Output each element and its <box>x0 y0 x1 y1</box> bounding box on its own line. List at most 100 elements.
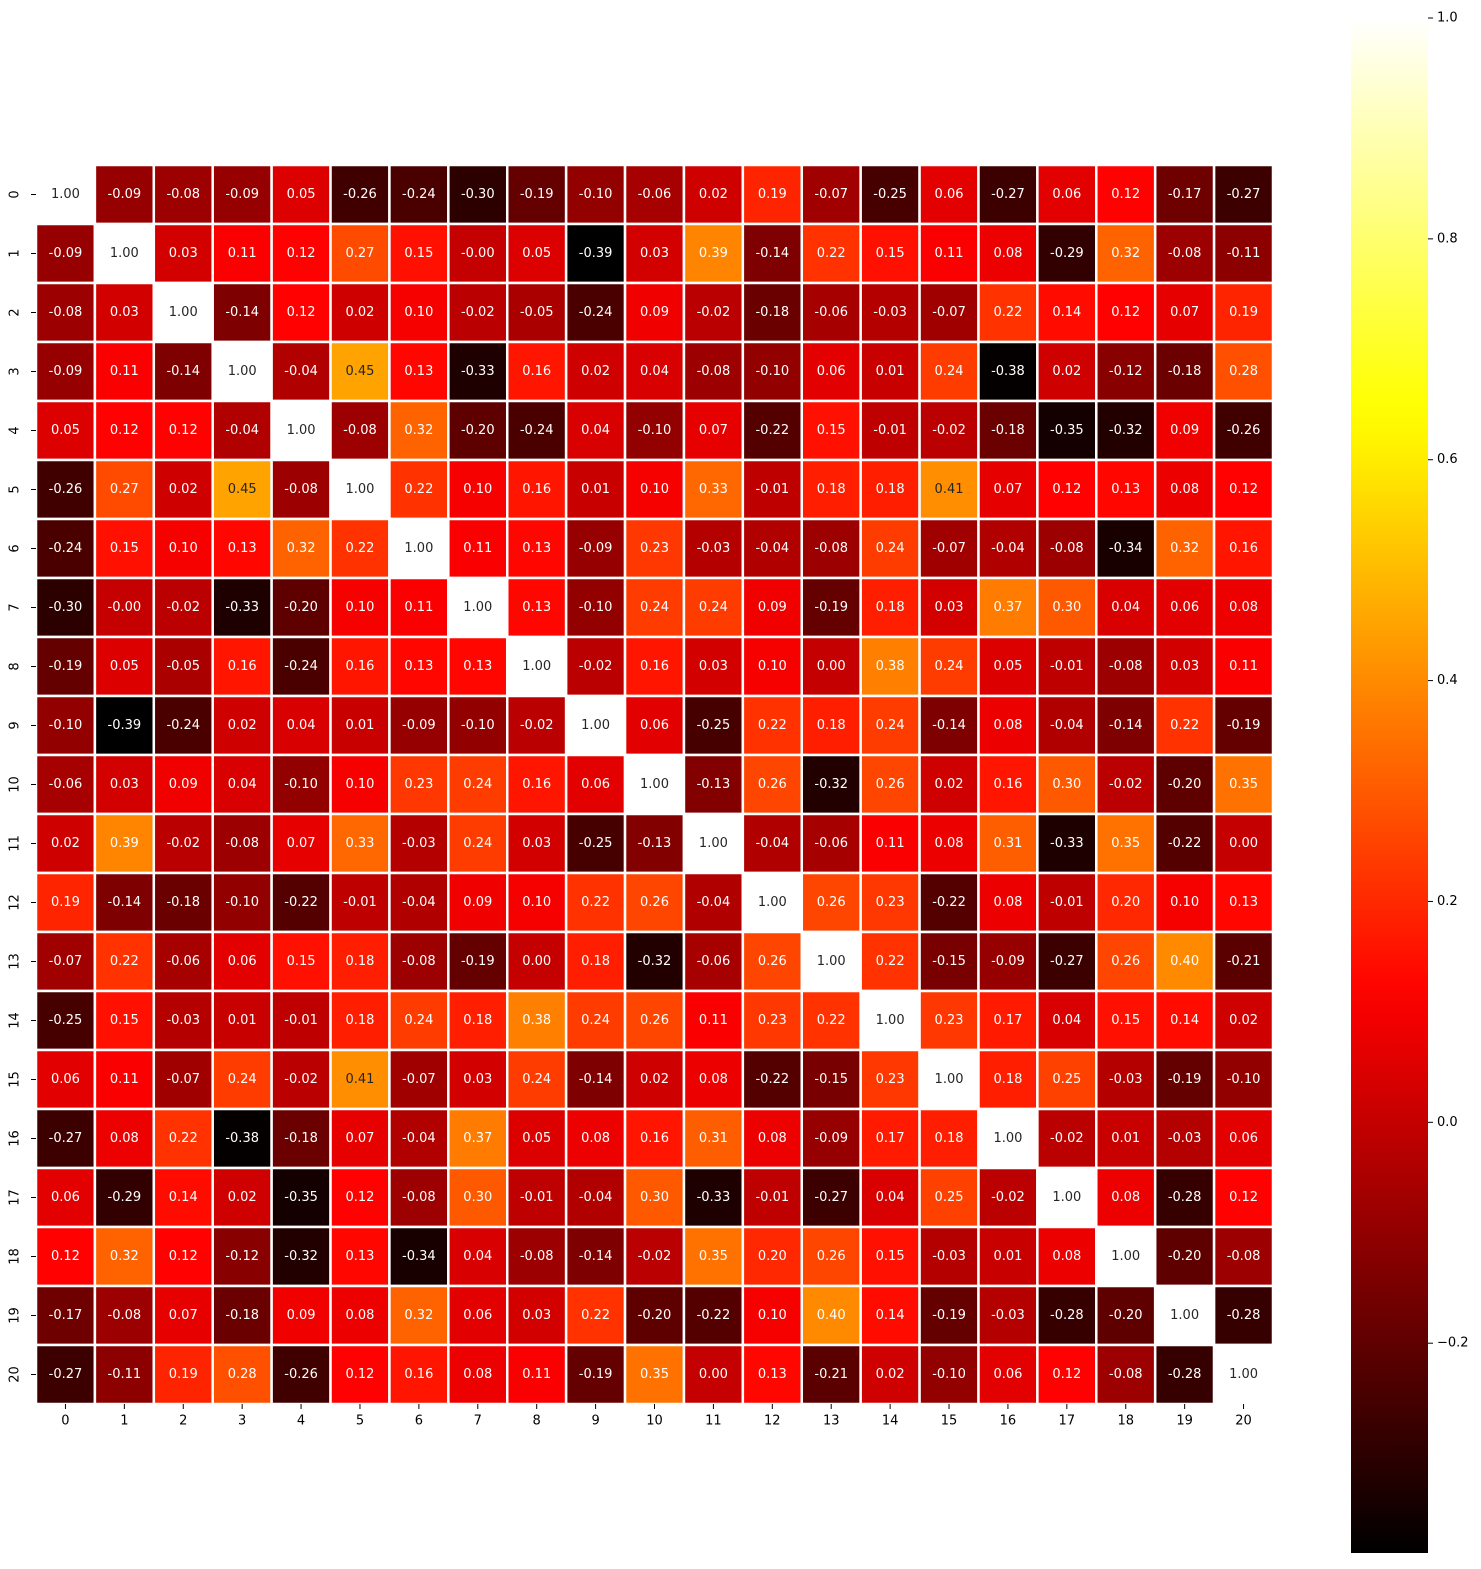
heatmap-cell <box>1036 694 1098 757</box>
heatmap-cell <box>564 222 627 285</box>
cell-label: -0.08 <box>1109 659 1143 674</box>
heatmap-cell <box>564 163 627 226</box>
cell-label: 1.00 <box>463 600 492 615</box>
colorbar <box>1351 18 1428 1553</box>
y-tick-label: 5 <box>8 485 23 493</box>
cell-label: 0.15 <box>110 541 139 556</box>
cell-label: -0.08 <box>1050 541 1084 556</box>
cell-label: 0.12 <box>51 1249 80 1264</box>
cell-label: 0.06 <box>1052 187 1081 202</box>
heatmap-cell <box>682 1284 745 1347</box>
colorbar-tick-label: 0.6 <box>1437 452 1458 467</box>
cell-label: -0.22 <box>697 1308 731 1323</box>
cell-label: 0.11 <box>110 1072 139 1087</box>
cell-label: 0.24 <box>228 1072 257 1087</box>
cell-label: -0.09 <box>991 954 1025 969</box>
cell-label: -0.06 <box>814 305 848 320</box>
cell-label: 0.24 <box>935 364 964 379</box>
heatmap-cell <box>1153 399 1216 462</box>
cell-label: -0.02 <box>520 718 554 733</box>
heatmap-cell <box>1036 1225 1098 1288</box>
cell-label: -0.10 <box>755 364 789 379</box>
cell-label: -0.10 <box>579 187 613 202</box>
cell-label: 0.13 <box>345 1249 374 1264</box>
cell-label: 0.08 <box>1052 1249 1081 1264</box>
cell-label: 0.16 <box>522 482 551 497</box>
cell-label: 0.13 <box>758 1367 787 1382</box>
x-tick-label: 15 <box>941 1414 958 1429</box>
heatmap-cell <box>1095 517 1157 580</box>
cell-label: 0.11 <box>1229 659 1258 674</box>
cell-label: 0.06 <box>51 1072 80 1087</box>
cell-label: 0.13 <box>404 659 433 674</box>
heatmap-cell <box>859 458 921 521</box>
cell-label: 1.00 <box>993 1131 1022 1146</box>
heatmap-cell <box>447 1048 509 1111</box>
cell-label: 0.06 <box>1170 600 1199 615</box>
cell-label: 0.22 <box>404 482 433 497</box>
cell-label: -0.09 <box>814 1131 848 1146</box>
cell-label: 0.10 <box>169 541 198 556</box>
cell-label: 0.04 <box>581 423 610 438</box>
cell-label: 0.30 <box>463 1190 492 1205</box>
cell-label: -0.01 <box>343 895 377 910</box>
cell-label: 0.09 <box>463 895 492 910</box>
cell-label: 0.14 <box>876 1308 905 1323</box>
cell-label: -0.14 <box>225 305 259 320</box>
cell-label: 0.03 <box>640 246 669 261</box>
cell-label: 0.19 <box>169 1367 198 1382</box>
cell-label: 0.18 <box>935 1131 964 1146</box>
cell-label: -0.14 <box>166 364 200 379</box>
cell-label: -0.07 <box>49 954 83 969</box>
cell-label: 0.32 <box>1170 541 1199 556</box>
heatmap-cell <box>741 399 804 462</box>
cell-label: -0.03 <box>873 305 907 320</box>
cell-label: -0.08 <box>284 482 318 497</box>
cell-label: 0.28 <box>1229 364 1258 379</box>
cell-label: 0.13 <box>463 659 492 674</box>
cell-label: 1.00 <box>1111 1249 1140 1264</box>
cell-label: -0.32 <box>284 1249 318 1264</box>
cell-label: 0.15 <box>287 954 316 969</box>
cell-label: 0.04 <box>463 1249 492 1264</box>
y-tick-label: 8 <box>8 662 23 670</box>
cell-label: -0.18 <box>1168 364 1202 379</box>
x-tick-label: 2 <box>179 1414 187 1429</box>
cell-label: -0.09 <box>225 187 259 202</box>
heatmap-cell <box>918 340 980 403</box>
heatmap-cell <box>329 989 391 1052</box>
cell-label: -0.09 <box>579 541 613 556</box>
heatmap-cell <box>329 753 391 816</box>
heatmap-cell <box>682 163 745 226</box>
cell-label: 0.31 <box>993 836 1022 851</box>
cell-label: -0.22 <box>755 1072 789 1087</box>
cell-label: 0.16 <box>993 777 1022 792</box>
heatmap-cell <box>918 517 980 580</box>
heatmap-cell <box>270 340 332 403</box>
heatmap-cell <box>447 1343 509 1406</box>
cell-label: 0.00 <box>817 659 846 674</box>
cell-label: -0.26 <box>343 187 377 202</box>
y-tick-label: 12 <box>8 894 23 911</box>
cell-label: 0.22 <box>876 954 905 969</box>
cell-label: -0.10 <box>579 600 613 615</box>
cell-label: 0.35 <box>699 1249 728 1264</box>
heatmap-cell <box>918 753 980 816</box>
cell-label: 0.24 <box>876 718 905 733</box>
cell-label: -0.20 <box>1168 1249 1202 1264</box>
heatmap-cell <box>1036 1107 1098 1170</box>
cell-label: 0.08 <box>1111 1190 1140 1205</box>
cell-label: -0.28 <box>1168 1367 1202 1382</box>
cell-label: 0.32 <box>1111 246 1140 261</box>
cell-label: -0.06 <box>814 836 848 851</box>
cell-label: -0.10 <box>638 423 672 438</box>
heatmap-cell <box>741 281 804 344</box>
cell-label: 0.08 <box>1170 482 1199 497</box>
cell-label: -0.04 <box>1050 718 1084 733</box>
cell-label: 0.26 <box>758 954 787 969</box>
cell-label: 0.13 <box>1111 482 1140 497</box>
cell-label: -0.35 <box>284 1190 318 1205</box>
cell-label: -0.25 <box>49 1013 83 1028</box>
heatmap-cell <box>211 1225 273 1288</box>
